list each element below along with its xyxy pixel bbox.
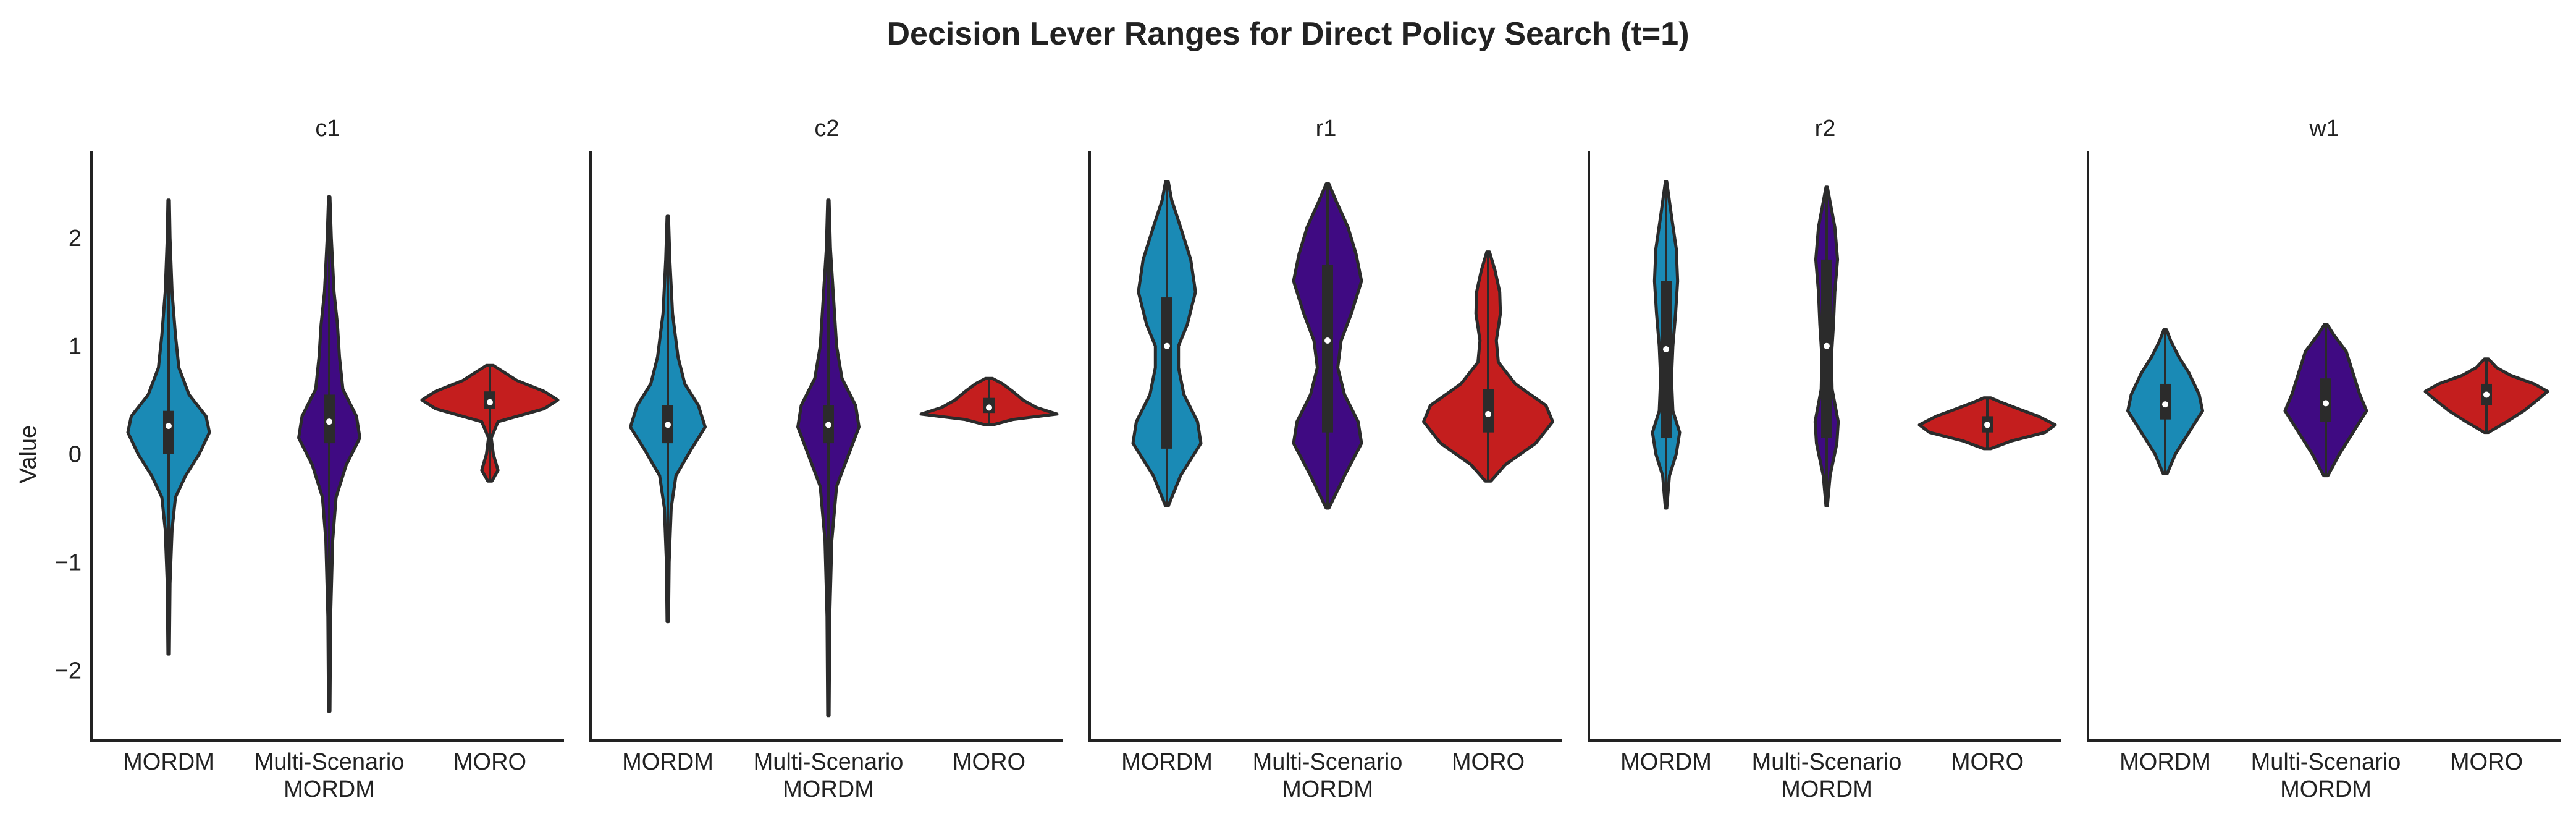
x-tick-label: MORO: [453, 749, 526, 775]
violin-iqr-box: [1322, 265, 1333, 433]
x-tick-label: Multi-Scenario MORDM: [2251, 749, 2401, 802]
violin-c1-1: [297, 195, 361, 713]
y-tick-label: −2: [55, 658, 82, 684]
violin-iqr-box: [1161, 297, 1172, 449]
x-tick-label: Multi-Scenario MORDM: [1253, 749, 1403, 802]
violin-median: [1824, 342, 1830, 349]
x-tick-label-line: MORO: [2450, 749, 2523, 775]
x-tick-label-line: Multi-Scenario: [2251, 749, 2401, 775]
violin-w1-0: [2126, 328, 2204, 475]
chart-title: Decision Lever Ranges for Direct Policy …: [886, 16, 1689, 52]
x-tick-label: MORDM: [1620, 749, 1712, 775]
y-tick-label: −1: [55, 550, 82, 575]
violin-c2-2: [919, 376, 1059, 426]
violin-median: [986, 404, 992, 411]
violin-iqr-box: [2320, 378, 2331, 422]
x-tick-label-line: Multi-Scenario: [255, 749, 405, 775]
violin-median: [166, 423, 172, 430]
violin-median: [1984, 422, 1990, 428]
x-tick-label-line: Multi-Scenario: [754, 749, 904, 775]
x-tick-label-line: MORDM: [783, 776, 874, 802]
x-tick-label: Multi-Scenario MORDM: [255, 749, 405, 802]
y-tick-label: 2: [69, 226, 82, 252]
panel-title-c2: c2: [814, 116, 839, 142]
x-tick-label: MORDM: [2119, 749, 2211, 775]
y-axis-label: Value: [15, 425, 41, 483]
violin-median: [1324, 337, 1331, 344]
violin-median: [1663, 346, 1669, 352]
x-tick-label-line: Multi-Scenario: [1752, 749, 1902, 775]
x-tick-label-line: MORO: [453, 749, 526, 775]
violin-w1-1: [2283, 323, 2368, 478]
x-tick-label-line: MORDM: [123, 749, 214, 775]
x-tick-label: MORO: [1951, 749, 2024, 775]
violin-c1-2: [420, 363, 560, 483]
x-tick-label-line: Multi-Scenario: [1253, 749, 1403, 775]
violin-r2-1: [1813, 185, 1840, 507]
x-tick-label-line: MORDM: [1781, 776, 1872, 802]
x-tick-label-line: MORO: [953, 749, 1025, 775]
panel-title-r2: r2: [1815, 116, 1836, 142]
x-tick-label-line: MORO: [1951, 749, 2024, 775]
violin-r2-0: [1651, 180, 1682, 510]
violin-r1-1: [1292, 182, 1363, 510]
violin-c1-0: [126, 198, 211, 656]
violin-c2-1: [796, 198, 861, 718]
x-tick-label: Multi-Scenario MORDM: [754, 749, 904, 802]
x-tick-label: MORDM: [123, 749, 214, 775]
panel-title-w1: w1: [2309, 116, 2339, 142]
x-tick-label: MORDM: [622, 749, 713, 775]
panel-title-c1: c1: [315, 116, 340, 142]
y-tick-label: 0: [69, 442, 82, 468]
violin-median: [326, 418, 332, 425]
violin-iqr-box: [163, 410, 174, 454]
x-tick-label: MORDM: [1121, 749, 1213, 775]
x-tick-label-line: MORDM: [1121, 749, 1213, 775]
x-tick-label: MORO: [953, 749, 1025, 775]
x-tick-label-line: MORDM: [622, 749, 713, 775]
violin-median: [2483, 391, 2490, 398]
violin-median: [487, 399, 493, 405]
x-tick-label: Multi-Scenario MORDM: [1752, 749, 1902, 802]
x-tick-label-line: MORDM: [1282, 776, 1373, 802]
violin-iqr-box: [1661, 281, 1672, 438]
violin-median: [1485, 410, 1491, 417]
violin-median: [665, 422, 671, 428]
violin-median: [2162, 401, 2168, 408]
violin-c2-0: [629, 214, 707, 624]
violin-r1-2: [1422, 250, 1554, 483]
violin-median: [825, 422, 831, 428]
x-tick-label-line: MORO: [1452, 749, 1525, 775]
violin-median: [2323, 400, 2329, 407]
x-tick-label: MORO: [1452, 749, 1525, 775]
x-tick-label-line: MORDM: [284, 776, 375, 802]
x-tick-label: MORO: [2450, 749, 2523, 775]
x-tick-label-line: MORDM: [1620, 749, 1712, 775]
violin-r1-0: [1131, 180, 1203, 507]
x-tick-label-line: MORDM: [2280, 776, 2372, 802]
x-tick-label-line: MORDM: [2119, 749, 2211, 775]
y-tick-label: 1: [69, 334, 82, 360]
panel-title-r1: r1: [1316, 116, 1337, 142]
violin-iqr-box: [1483, 389, 1494, 433]
violin-r2-2: [1917, 396, 2057, 451]
violin-median: [1164, 342, 1170, 349]
violin-w1-2: [2423, 357, 2549, 435]
